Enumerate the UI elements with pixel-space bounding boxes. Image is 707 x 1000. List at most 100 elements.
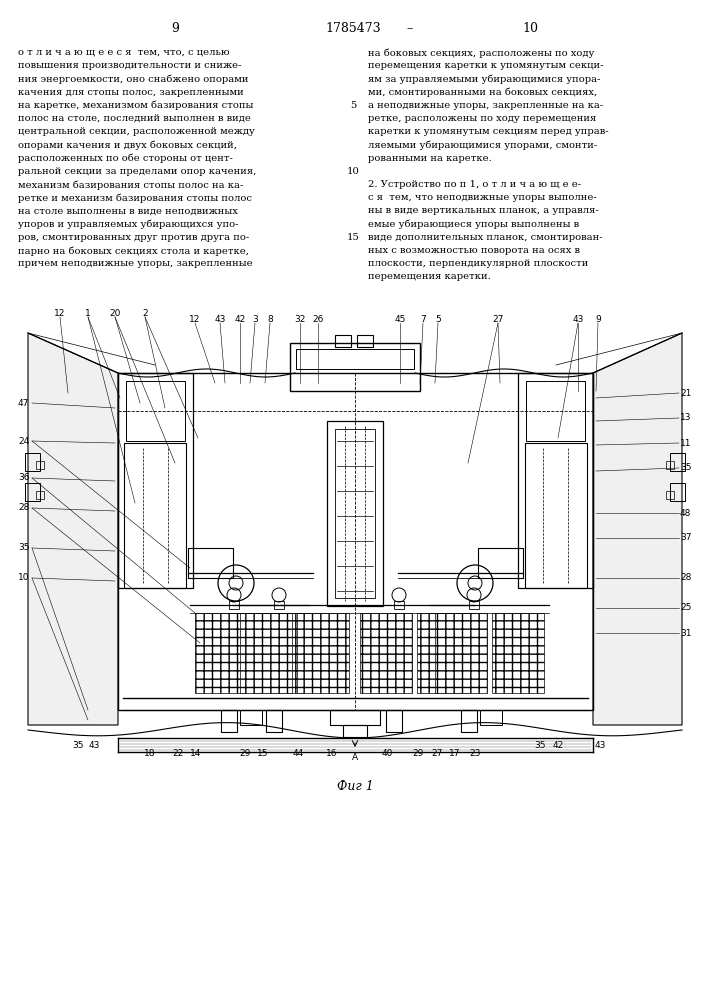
Text: 1785473: 1785473 — [325, 22, 381, 35]
Text: перемещения каретки.: перемещения каретки. — [368, 272, 491, 281]
Text: 11: 11 — [680, 438, 691, 448]
Bar — [221, 710, 237, 732]
Text: 15: 15 — [346, 233, 359, 242]
Text: 32: 32 — [294, 316, 305, 324]
Bar — [252, 613, 304, 693]
Text: ральной секции за пределами опор качения,: ральной секции за пределами опор качения… — [18, 167, 257, 176]
Bar — [188, 548, 233, 578]
Bar — [240, 710, 262, 725]
Text: 37: 37 — [680, 534, 691, 542]
Text: 21: 21 — [680, 388, 691, 397]
Text: –: – — [407, 22, 413, 35]
Text: ретке и механизм базирования стопы полос: ретке и механизм базирования стопы полос — [18, 193, 252, 203]
Bar — [25, 483, 40, 501]
Text: емые убирающиеся упоры выполнены в: емые убирающиеся упоры выполнены в — [368, 220, 579, 229]
Text: расположенных по обе стороны от цент-: расположенных по обе стороны от цент- — [18, 154, 233, 163]
Text: 17: 17 — [449, 748, 461, 758]
Text: 20: 20 — [110, 308, 121, 318]
Text: 43: 43 — [572, 316, 584, 324]
Bar — [229, 601, 239, 609]
Bar — [670, 483, 685, 501]
Bar — [25, 453, 40, 471]
Text: 3: 3 — [252, 316, 258, 324]
Text: 1: 1 — [85, 308, 91, 318]
Text: 2: 2 — [142, 308, 148, 318]
Text: 43: 43 — [214, 316, 226, 324]
Bar — [118, 373, 193, 588]
Bar — [36, 491, 44, 499]
Text: перемещения каретки к упомянутым секци-: перемещения каретки к упомянутым секци- — [368, 61, 604, 70]
Text: ляемыми убирающимися упорами, смонти-: ляемыми убирающимися упорами, смонти- — [368, 140, 597, 150]
Bar — [296, 349, 414, 369]
Text: центральной секции, расположенной между: центральной секции, расположенной между — [18, 127, 255, 136]
Bar — [240, 613, 292, 693]
Text: 42: 42 — [552, 740, 563, 750]
Text: 31: 31 — [680, 629, 691, 638]
Text: Фиг 1: Фиг 1 — [337, 780, 373, 793]
Bar — [518, 373, 593, 588]
Text: опорами качения и двух боковых секций,: опорами качения и двух боковых секций, — [18, 140, 237, 150]
Text: 12: 12 — [54, 308, 66, 318]
Text: 35: 35 — [72, 740, 83, 750]
Text: ны в виде вертикальных планок, а управля-: ны в виде вертикальных планок, а управля… — [368, 206, 599, 215]
Text: 10: 10 — [522, 22, 538, 35]
Text: 18: 18 — [144, 748, 156, 758]
Text: о т л и ч а ю щ е е с я  тем, что, с целью: о т л и ч а ю щ е е с я тем, что, с цель… — [18, 48, 230, 57]
Bar — [124, 443, 186, 588]
Text: на каретке, механизмом базирования стопы: на каретке, механизмом базирования стопы — [18, 101, 253, 110]
Bar — [297, 613, 349, 693]
Text: рованными на каретке.: рованными на каретке. — [368, 154, 492, 163]
Text: парно на боковых секциях стола и каретке,: парно на боковых секциях стола и каретке… — [18, 246, 249, 255]
Text: 23: 23 — [469, 748, 481, 758]
Text: каретки к упомянутым секциям перед управ-: каретки к упомянутым секциям перед управ… — [368, 127, 609, 136]
Bar — [417, 613, 469, 693]
Bar — [469, 601, 479, 609]
Text: ров, смонтированных друг против друга по-: ров, смонтированных друг против друга по… — [18, 233, 250, 242]
Text: 8: 8 — [267, 316, 273, 324]
Bar — [435, 613, 487, 693]
Text: 43: 43 — [88, 740, 100, 750]
Text: 45: 45 — [395, 316, 406, 324]
Bar — [36, 461, 44, 469]
Bar — [360, 613, 412, 693]
Text: 28: 28 — [18, 504, 30, 512]
Text: 25: 25 — [680, 603, 691, 612]
Text: на столе выполнены в виде неподвижных: на столе выполнены в виде неподвижных — [18, 206, 238, 215]
Bar — [666, 491, 674, 499]
Text: 27: 27 — [492, 316, 503, 324]
Text: 35: 35 — [18, 544, 30, 552]
Bar — [394, 601, 404, 609]
Text: 43: 43 — [595, 740, 606, 750]
Text: механизм базирования стопы полос на ка-: механизм базирования стопы полос на ка- — [18, 180, 243, 190]
Bar — [461, 710, 477, 732]
Text: полос на столе, последний выполнен в виде: полос на столе, последний выполнен в вид… — [18, 114, 251, 123]
Text: 5: 5 — [350, 101, 356, 110]
Text: ям за управляемыми убирающимися упора-: ям за управляемыми убирающимися упора- — [368, 74, 600, 84]
Text: 36: 36 — [18, 474, 30, 483]
Bar — [492, 613, 544, 693]
Bar — [274, 601, 284, 609]
Bar — [330, 710, 380, 725]
Text: повышения производительности и сниже-: повышения производительности и сниже- — [18, 61, 242, 70]
Text: 9: 9 — [595, 316, 601, 324]
Bar — [290, 343, 420, 391]
Text: 12: 12 — [189, 316, 201, 324]
Text: на боковых секциях, расположены по ходу: на боковых секциях, расположены по ходу — [368, 48, 595, 57]
Text: 29: 29 — [239, 748, 251, 758]
Text: 35: 35 — [680, 464, 691, 473]
Bar — [343, 725, 367, 737]
Bar — [266, 710, 282, 732]
Text: 15: 15 — [257, 748, 269, 758]
Text: 28: 28 — [680, 574, 691, 582]
Polygon shape — [28, 333, 118, 725]
Bar — [666, 461, 674, 469]
Text: 24: 24 — [18, 436, 29, 446]
Text: упоров и управляемых убирающихся упо-: упоров и управляемых убирающихся упо- — [18, 220, 238, 229]
Text: 27: 27 — [431, 748, 443, 758]
Bar — [386, 710, 402, 732]
Text: виде дополнительных планок, смонтирован-: виде дополнительных планок, смонтирован- — [368, 233, 602, 242]
Text: 26: 26 — [312, 316, 324, 324]
Text: с я  тем, что неподвижные упоры выполне-: с я тем, что неподвижные упоры выполне- — [368, 193, 597, 202]
Text: причем неподвижные упоры, закрепленные: причем неподвижные упоры, закрепленные — [18, 259, 252, 268]
Text: 48: 48 — [680, 508, 691, 518]
